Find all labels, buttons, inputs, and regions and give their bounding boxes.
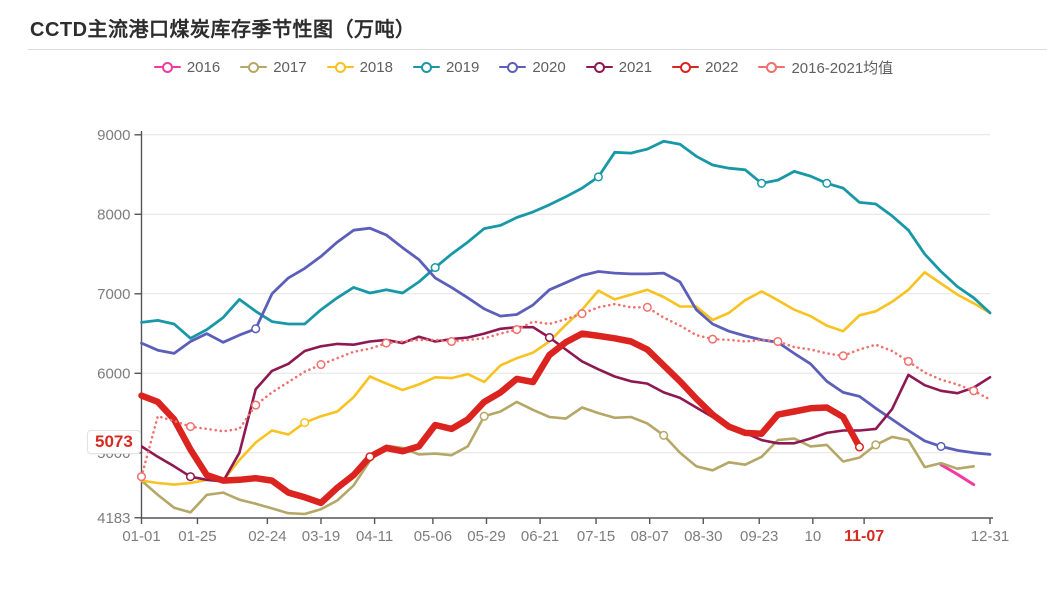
x-axis-labels: 01-01 01-25 02-24 03-19 04-11 05-06 05-29 06-21… <box>122 518 1009 545</box>
legend-label: 2022 <box>705 58 739 76</box>
y-axis-labels: 418350006000700080009000 <box>97 127 142 527</box>
legend-line-circle-icon <box>153 61 181 73</box>
series-2020 <box>140 226 992 456</box>
series-2022 <box>138 330 863 507</box>
y-tick-label: 4183 <box>97 510 130 527</box>
x-tick-label-08-30: 08-30 <box>684 528 722 545</box>
point-markers <box>136 172 979 482</box>
x-tick-label-09-23: 09-23 <box>740 528 778 545</box>
legend-line-circle-icon <box>499 61 527 73</box>
legend-item-2016[interactable]: 2016 <box>153 58 221 76</box>
x-tick-label-01-25: 01-25 <box>178 528 216 545</box>
x-tick-label-06-21: 06-21 <box>521 528 559 545</box>
x-tick-label-03-19: 03-19 <box>302 528 340 545</box>
series-2019 <box>140 139 992 340</box>
series-line-2016-2021均值[interactable] <box>140 302 992 478</box>
x-tick-label-07-15: 07-15 <box>577 528 615 545</box>
x-tick-label-12-31: 12-31 <box>971 528 1009 545</box>
axes <box>140 131 993 519</box>
legend-line-circle-icon <box>758 61 786 73</box>
x-tick-label-11-07: 11-07 <box>844 528 884 545</box>
series-line-2022[interactable] <box>138 330 863 507</box>
series-2021 <box>140 325 992 483</box>
series-2018 <box>140 271 992 486</box>
latest-value-badge: 5073 <box>87 430 141 454</box>
legend-label: 2016-2021均值 <box>791 59 894 77</box>
page-title: CCTD主流港口煤炭库存季节性图（万吨） <box>30 19 416 41</box>
legend-item-2017[interactable]: 2017 <box>240 58 307 76</box>
series-line-2016[interactable] <box>939 463 976 487</box>
title-separator <box>28 49 1047 50</box>
y-tick-label: 7000 <box>97 286 130 303</box>
legend-label: 2020 <box>532 58 566 76</box>
legend-label: 2016 <box>186 58 221 76</box>
series-2016 <box>939 463 976 487</box>
legend-item-2022[interactable]: 2022 <box>672 59 738 76</box>
legend: 2016 2017 2018 2019 2020 2021 2022 2016-2021均值 <box>0 55 1047 79</box>
legend-label: 2019 <box>445 58 480 76</box>
series-line-2020[interactable] <box>140 226 992 456</box>
legend-label: 2021 <box>618 58 653 76</box>
legend-line-circle-icon <box>326 61 354 73</box>
legend-label: 2018 <box>359 58 393 76</box>
x-tick-label-01-01: 01-01 <box>122 528 160 545</box>
legend-item-2016-2021均值[interactable]: 2016-2021均值 <box>758 57 893 78</box>
series-2017 <box>140 400 975 516</box>
series-line-2018[interactable] <box>140 271 992 486</box>
legend-line-circle-icon <box>672 61 700 73</box>
x-tick-label-04-11: 04-11 <box>356 528 393 545</box>
legend-item-2019[interactable]: 2019 <box>412 58 480 76</box>
x-tick-label-05-29: 05-29 <box>467 528 505 545</box>
x-tick-label-05-06: 05-06 <box>414 528 452 545</box>
series-line-2017[interactable] <box>140 400 975 516</box>
y-tick-label: 8000 <box>97 206 130 223</box>
x-tick-label-10: 10 <box>804 528 821 545</box>
y-tick-label: 9000 <box>97 127 130 144</box>
x-tick-label-08-07: 08-07 <box>630 528 668 545</box>
series-line-2021[interactable] <box>140 325 992 483</box>
x-tick-label-02-24: 02-24 <box>248 528 286 545</box>
legend-line-circle-icon <box>240 61 268 73</box>
grid-lines <box>141 134 990 454</box>
legend-item-2021[interactable]: 2021 <box>585 58 653 76</box>
y-tick-label: 6000 <box>97 365 130 382</box>
legend-label: 2017 <box>273 58 307 76</box>
series-2016-2021均值 <box>140 302 992 478</box>
legend-item-2020[interactable]: 2020 <box>499 58 566 76</box>
legend-line-circle-icon <box>585 61 613 73</box>
legend-item-2018[interactable]: 2018 <box>326 58 393 76</box>
legend-line-circle-icon <box>412 61 440 73</box>
series-line-2019[interactable] <box>140 139 992 340</box>
